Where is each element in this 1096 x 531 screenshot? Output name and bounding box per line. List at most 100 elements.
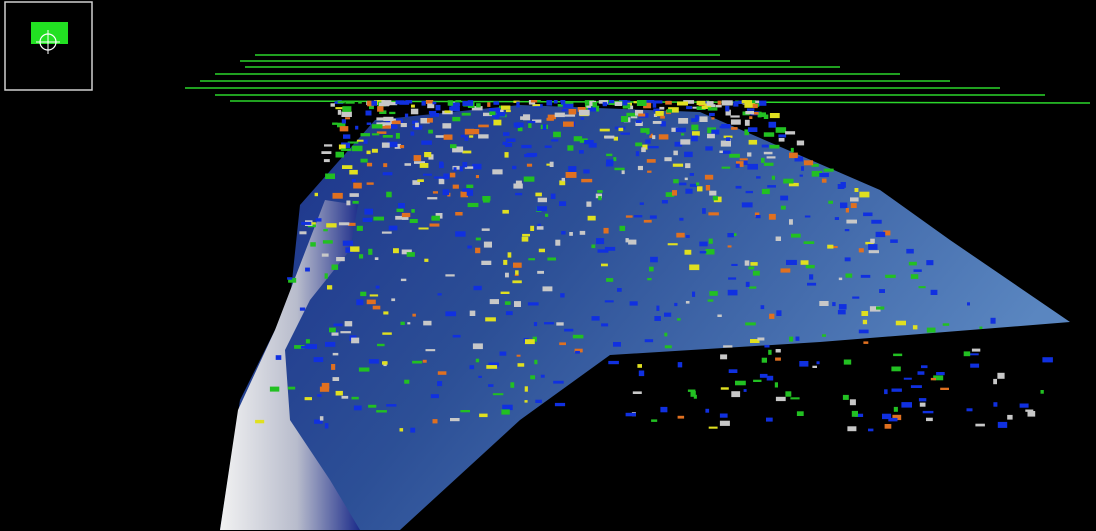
point	[559, 201, 567, 206]
point	[407, 322, 411, 325]
point	[351, 145, 363, 152]
point	[761, 357, 767, 363]
point	[678, 118, 689, 124]
point	[366, 162, 373, 167]
point	[942, 323, 950, 326]
point	[400, 278, 407, 282]
point	[344, 321, 353, 327]
point	[684, 177, 688, 181]
point	[379, 110, 387, 114]
point	[922, 410, 934, 414]
point	[410, 131, 415, 136]
point	[532, 119, 542, 123]
point	[598, 100, 608, 104]
point	[720, 140, 731, 147]
point	[727, 233, 734, 238]
point	[385, 120, 394, 123]
point	[674, 141, 683, 147]
point	[627, 105, 634, 110]
point	[892, 414, 902, 421]
point	[304, 397, 312, 401]
point	[1019, 403, 1029, 408]
point	[527, 302, 539, 306]
point	[579, 150, 584, 154]
point	[608, 360, 619, 365]
point	[564, 114, 576, 117]
point	[644, 100, 655, 104]
point	[578, 109, 590, 116]
point	[794, 156, 804, 162]
point	[871, 219, 882, 224]
point	[800, 260, 809, 265]
point	[621, 116, 629, 122]
point	[745, 322, 756, 326]
point	[499, 351, 507, 356]
point	[858, 329, 869, 334]
point	[803, 241, 815, 244]
point	[314, 192, 318, 197]
point	[467, 202, 479, 208]
point	[507, 252, 512, 258]
point	[755, 215, 761, 219]
point	[735, 163, 740, 168]
point	[731, 391, 741, 398]
point	[424, 152, 432, 158]
point	[768, 121, 777, 128]
point	[660, 115, 665, 119]
point	[460, 191, 468, 198]
point	[709, 190, 717, 196]
point	[597, 190, 603, 193]
point	[540, 374, 545, 378]
point	[337, 109, 342, 115]
point	[888, 417, 898, 422]
point	[421, 100, 426, 106]
point	[845, 208, 849, 213]
point	[387, 102, 398, 106]
point	[549, 161, 554, 167]
point	[913, 269, 922, 272]
point	[735, 185, 742, 189]
point	[763, 162, 774, 166]
point	[850, 203, 857, 208]
point	[450, 144, 457, 149]
point	[561, 177, 565, 182]
point	[664, 312, 672, 317]
point	[526, 163, 533, 167]
point	[515, 192, 523, 196]
point	[635, 121, 643, 126]
point	[367, 100, 374, 107]
point	[524, 154, 535, 158]
point	[635, 142, 643, 147]
point	[711, 117, 715, 120]
point	[412, 180, 420, 185]
point	[401, 249, 412, 255]
point	[487, 102, 491, 107]
point	[743, 159, 748, 165]
point	[673, 150, 678, 156]
point	[488, 384, 494, 387]
point	[269, 386, 280, 392]
point	[811, 170, 822, 177]
point	[551, 139, 559, 142]
point	[693, 394, 697, 399]
point	[391, 124, 398, 129]
point	[405, 100, 413, 104]
point	[573, 136, 583, 142]
point	[512, 165, 517, 170]
point	[747, 108, 755, 111]
point	[875, 231, 886, 238]
point	[321, 151, 332, 154]
point	[588, 142, 597, 148]
point	[341, 395, 349, 399]
point	[299, 231, 307, 235]
point	[908, 261, 917, 266]
point	[652, 121, 662, 124]
point	[516, 101, 520, 108]
point	[389, 111, 396, 115]
point	[790, 397, 800, 400]
point	[816, 361, 820, 365]
point	[649, 266, 654, 272]
point	[413, 155, 422, 161]
point	[391, 298, 396, 302]
point	[462, 101, 474, 106]
